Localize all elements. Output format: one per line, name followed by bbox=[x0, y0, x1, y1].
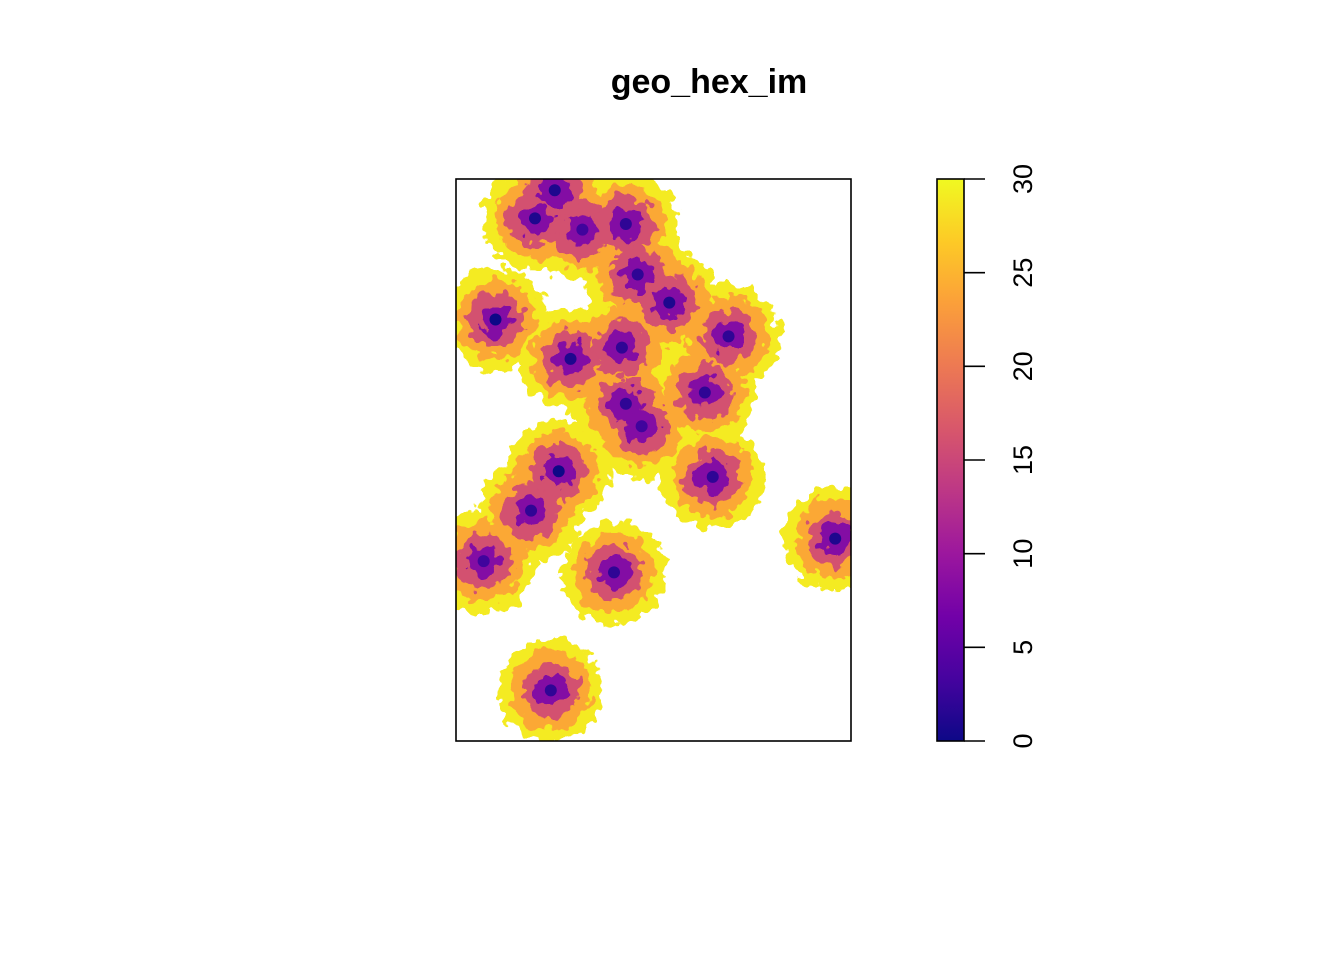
colorbar bbox=[936, 178, 965, 742]
chart-title: geo_hex_im bbox=[611, 63, 808, 101]
cluster-center bbox=[548, 184, 561, 197]
cluster-center bbox=[698, 386, 711, 399]
colorbar-axis: 0 5 10 15 20 25 30 bbox=[964, 164, 1038, 749]
cluster-center bbox=[529, 212, 541, 225]
cluster-center bbox=[576, 223, 589, 236]
cluster-center bbox=[564, 352, 577, 365]
colorbar-tick-label: 20 bbox=[1008, 351, 1038, 381]
cluster-center bbox=[489, 313, 502, 326]
cluster-center bbox=[525, 504, 538, 517]
cluster-center bbox=[615, 341, 628, 354]
colorbar-tick-label: 30 bbox=[1008, 164, 1038, 194]
cluster-center bbox=[552, 465, 565, 478]
cluster-center bbox=[722, 330, 735, 343]
cluster-center bbox=[631, 268, 644, 281]
cluster-center bbox=[608, 566, 620, 579]
cluster-center bbox=[619, 217, 632, 230]
heatmap-layer bbox=[456, 179, 851, 741]
colorbar-tick-label: 0 bbox=[1008, 733, 1038, 748]
cluster-center bbox=[544, 684, 557, 697]
colorbar-tick-label: 10 bbox=[1008, 539, 1038, 569]
cluster-center bbox=[619, 397, 632, 410]
cluster-center bbox=[706, 470, 719, 483]
colorbar-tick-label: 25 bbox=[1008, 258, 1038, 288]
cluster-center bbox=[635, 420, 648, 433]
cluster-center bbox=[829, 532, 842, 545]
cluster-center bbox=[663, 296, 676, 309]
colorbar-tick-label: 5 bbox=[1008, 640, 1038, 655]
cluster-center bbox=[477, 555, 490, 568]
colorbar-tick-label: 15 bbox=[1008, 445, 1038, 475]
plot-frame bbox=[455, 178, 852, 742]
